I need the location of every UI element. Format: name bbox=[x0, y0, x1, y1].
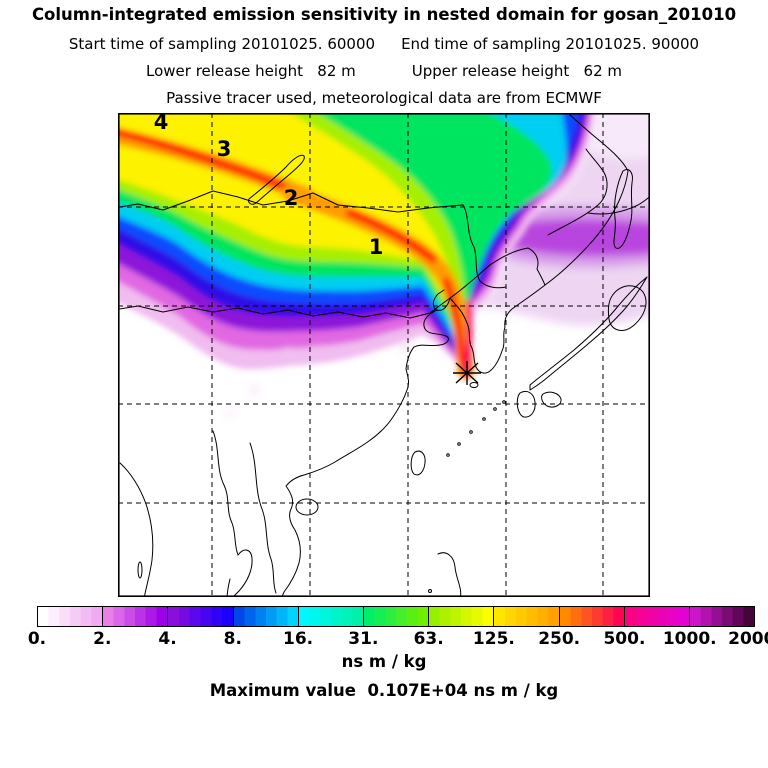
colorbar-tick: 16. bbox=[283, 629, 314, 649]
colorbar-unit: ns m / kg bbox=[341, 652, 427, 671]
low-sensitivity-field bbox=[478, 113, 650, 326]
colorbar-segment bbox=[428, 607, 494, 626]
colorbar-tick: 0. bbox=[27, 629, 47, 649]
trajectory-label-1: 1 bbox=[369, 235, 384, 259]
colorbar-tick: 8. bbox=[223, 629, 242, 649]
graticule bbox=[118, 113, 650, 597]
colorbar bbox=[37, 606, 755, 627]
end-time-text: End time of sampling 20101025. 90000 bbox=[401, 35, 700, 53]
colorbar-segment bbox=[102, 607, 168, 626]
source-star-icon bbox=[453, 361, 481, 385]
ryukyu-islands bbox=[446, 400, 506, 457]
coast-myanmar bbox=[119, 462, 154, 597]
speckles bbox=[227, 342, 409, 416]
jeju-island bbox=[469, 382, 479, 388]
border-mongolia-china bbox=[118, 247, 546, 319]
sampling-time-line: Start time of sampling 20101025. 60000 E… bbox=[0, 35, 768, 53]
border-ne-china bbox=[462, 204, 507, 289]
upper-release-text: Upper release height 62 m bbox=[411, 62, 622, 80]
colorbar-tick: 2. bbox=[93, 629, 112, 649]
colorbar-tick: 250. bbox=[538, 629, 581, 649]
colorbar-tick: 500. bbox=[603, 629, 646, 649]
hokkaido bbox=[607, 285, 647, 331]
start-time-text: Start time of sampling 20101025. 60000 bbox=[68, 35, 376, 53]
colorbar-segment bbox=[297, 607, 363, 626]
honshu bbox=[529, 276, 648, 391]
colorbar-segment bbox=[623, 607, 689, 626]
coast-malay bbox=[226, 578, 231, 597]
trajectory-label-2: 2 bbox=[284, 186, 299, 210]
coast-china-south bbox=[281, 309, 449, 597]
colorbar-segment bbox=[232, 607, 298, 626]
kyushu bbox=[516, 390, 536, 418]
shikoku bbox=[541, 391, 562, 408]
band-yellow bbox=[118, 113, 466, 353]
colorbar-tick-labels: 0. 2. 4. 8. 16. 31. 63. 125. 250. 500. 1000. 2000. bbox=[28, 629, 768, 649]
colorbar-segment bbox=[362, 607, 429, 626]
colorbar-segment bbox=[38, 607, 103, 626]
core-red-upper bbox=[118, 127, 304, 197]
map-svg: 4 3 2 1 bbox=[118, 113, 650, 597]
philippine-islet bbox=[428, 589, 432, 593]
core-red-tail bbox=[442, 277, 469, 377]
border-indochina-2 bbox=[249, 442, 277, 594]
colorbar-segment bbox=[558, 607, 624, 626]
trajectory-label-4: 4 bbox=[154, 113, 169, 134]
map-panel: 4 3 2 1 bbox=[118, 113, 650, 597]
max-value-text: Maximum value 0.107E+04 ns m / kg bbox=[209, 681, 559, 700]
border-russia-mongolia bbox=[118, 190, 464, 213]
map-border bbox=[118, 113, 650, 597]
trajectory-label-3: 3 bbox=[217, 137, 232, 161]
taiwan-island bbox=[410, 450, 426, 476]
colorbar-tick: 31. bbox=[348, 629, 379, 649]
colorbar-tick: 125. bbox=[472, 629, 515, 649]
colorbar-segment bbox=[167, 607, 233, 626]
colorbar-segment bbox=[493, 607, 559, 626]
hainan-island bbox=[295, 498, 319, 516]
coast-gulf-thailand bbox=[232, 549, 253, 597]
tracer-meteo-line: Passive tracer used, meteorological data… bbox=[166, 89, 602, 107]
release-height-line: Lower release height 82 m Upper release … bbox=[0, 62, 768, 80]
colorbar-tick: 2000. bbox=[728, 629, 768, 649]
coast-primorye-okhotsk bbox=[544, 113, 629, 286]
colorbar-segment bbox=[688, 607, 755, 626]
lake-baikal bbox=[248, 154, 305, 205]
colorbar-tick: 4. bbox=[158, 629, 177, 649]
andaman-island bbox=[137, 561, 143, 579]
sakhalin bbox=[613, 169, 633, 249]
border-indochina-1 bbox=[212, 430, 239, 556]
core-red-lower bbox=[346, 209, 437, 263]
luzon bbox=[437, 552, 462, 597]
lower-release-text: Lower release height 82 m bbox=[146, 62, 356, 80]
trajectory-markers: 4 3 2 1 bbox=[154, 113, 481, 385]
amur-river bbox=[547, 148, 608, 236]
colorbar-tick: 1000. bbox=[662, 629, 717, 649]
colorbar-tick: 63. bbox=[413, 629, 444, 649]
plot-title: Column-integrated emission sensitivity i… bbox=[31, 5, 737, 24]
